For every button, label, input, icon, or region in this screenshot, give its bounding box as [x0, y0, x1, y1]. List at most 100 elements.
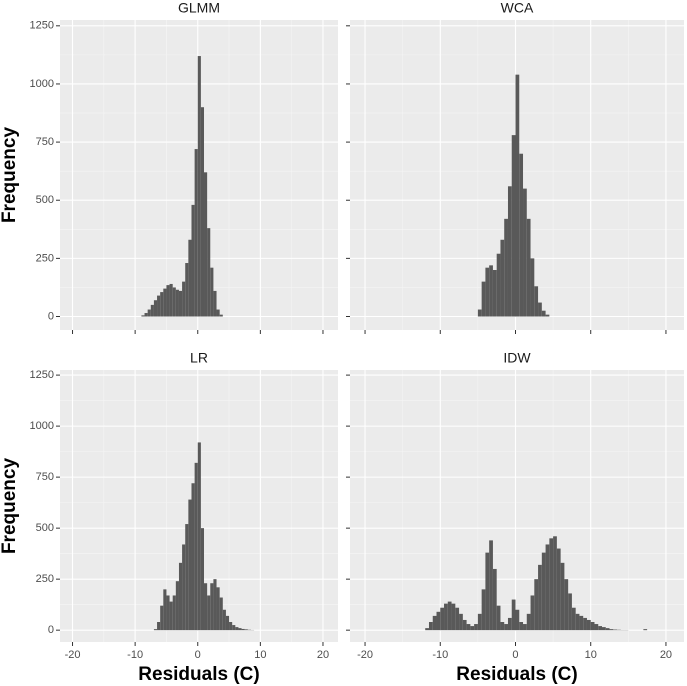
y-axis-label: Frequency — [0, 127, 20, 224]
bar — [188, 239, 192, 317]
bar — [477, 613, 482, 631]
bar — [523, 624, 527, 631]
bar — [583, 617, 587, 631]
bar — [489, 540, 493, 631]
bar — [178, 290, 183, 317]
bar — [222, 609, 226, 631]
bar — [160, 292, 164, 317]
bar — [163, 288, 167, 317]
x-axis-label: Residuals (C) — [138, 664, 259, 685]
bar — [474, 624, 478, 631]
panel-title: WCA — [501, 0, 534, 16]
y-tick-label: 1000 — [30, 420, 54, 432]
bar — [504, 218, 508, 317]
bar — [200, 107, 205, 317]
x-tick-label: -20 — [357, 649, 373, 661]
y-tick-label: 0 — [48, 624, 54, 636]
bar — [459, 613, 463, 631]
bar — [440, 607, 445, 631]
bar — [519, 153, 524, 317]
bar — [235, 627, 239, 631]
bar — [163, 589, 167, 631]
panel-title: LR — [190, 350, 208, 366]
bar — [613, 629, 618, 631]
bar — [598, 626, 603, 631]
y-axis-label: Frequency — [0, 458, 20, 555]
bar — [594, 624, 599, 631]
x-axis-label: Residuals (C) — [456, 664, 577, 685]
bar — [496, 605, 501, 631]
bar — [538, 302, 542, 317]
bar — [200, 528, 205, 631]
bar — [477, 309, 482, 317]
bar — [150, 304, 154, 317]
bar — [511, 599, 516, 631]
bar — [219, 597, 223, 631]
bar — [511, 135, 516, 317]
bar — [169, 283, 173, 317]
bar — [568, 593, 572, 631]
x-tick-label: 10 — [585, 649, 597, 661]
bar — [575, 613, 580, 631]
bar — [191, 483, 195, 631]
bar — [204, 172, 208, 317]
y-tick-label: 1250 — [30, 20, 54, 32]
bar — [541, 552, 546, 631]
bar — [530, 595, 535, 631]
bar — [213, 579, 217, 631]
bar — [141, 315, 145, 317]
bar — [530, 258, 535, 317]
bar — [444, 603, 448, 631]
bar — [451, 603, 456, 631]
x-tick-label: 0 — [195, 649, 201, 661]
bar — [564, 579, 569, 631]
bar — [500, 239, 505, 317]
bar — [507, 617, 512, 631]
bar — [492, 270, 497, 317]
bar — [538, 564, 542, 631]
bar — [207, 595, 211, 631]
bar — [204, 583, 208, 631]
bar — [526, 218, 531, 317]
bar — [241, 628, 245, 631]
bar — [194, 462, 198, 631]
bar — [519, 622, 524, 631]
bar — [481, 281, 486, 317]
bar — [216, 587, 220, 631]
bar — [147, 309, 151, 317]
bar — [169, 601, 173, 631]
bar — [549, 538, 554, 631]
bar — [643, 629, 648, 631]
bar — [194, 149, 198, 317]
bar — [526, 613, 531, 631]
bar — [432, 615, 437, 631]
bar — [579, 615, 584, 631]
bar — [534, 286, 539, 317]
bar — [197, 442, 201, 631]
x-tick-label: 20 — [660, 649, 672, 661]
bar — [219, 314, 223, 317]
bar — [485, 552, 490, 631]
bar — [153, 629, 158, 631]
bar — [191, 204, 195, 317]
y-tick-label: 500 — [36, 522, 54, 534]
y-tick-label: 0 — [48, 310, 54, 322]
bar — [436, 611, 441, 631]
bar — [470, 626, 475, 631]
bar — [166, 595, 170, 631]
bar — [213, 290, 217, 317]
bar — [225, 615, 230, 631]
bar — [197, 56, 201, 317]
panel-title: IDW — [503, 350, 531, 366]
bar — [182, 544, 186, 631]
panel — [350, 370, 684, 642]
bar — [553, 536, 557, 631]
bar — [571, 607, 576, 631]
bar — [602, 627, 606, 631]
y-tick-label: 250 — [36, 573, 54, 585]
bar — [157, 295, 161, 317]
bar — [428, 622, 433, 631]
bar — [605, 628, 610, 631]
x-tick-label: -10 — [432, 649, 448, 661]
y-tick-label: 500 — [36, 194, 54, 206]
